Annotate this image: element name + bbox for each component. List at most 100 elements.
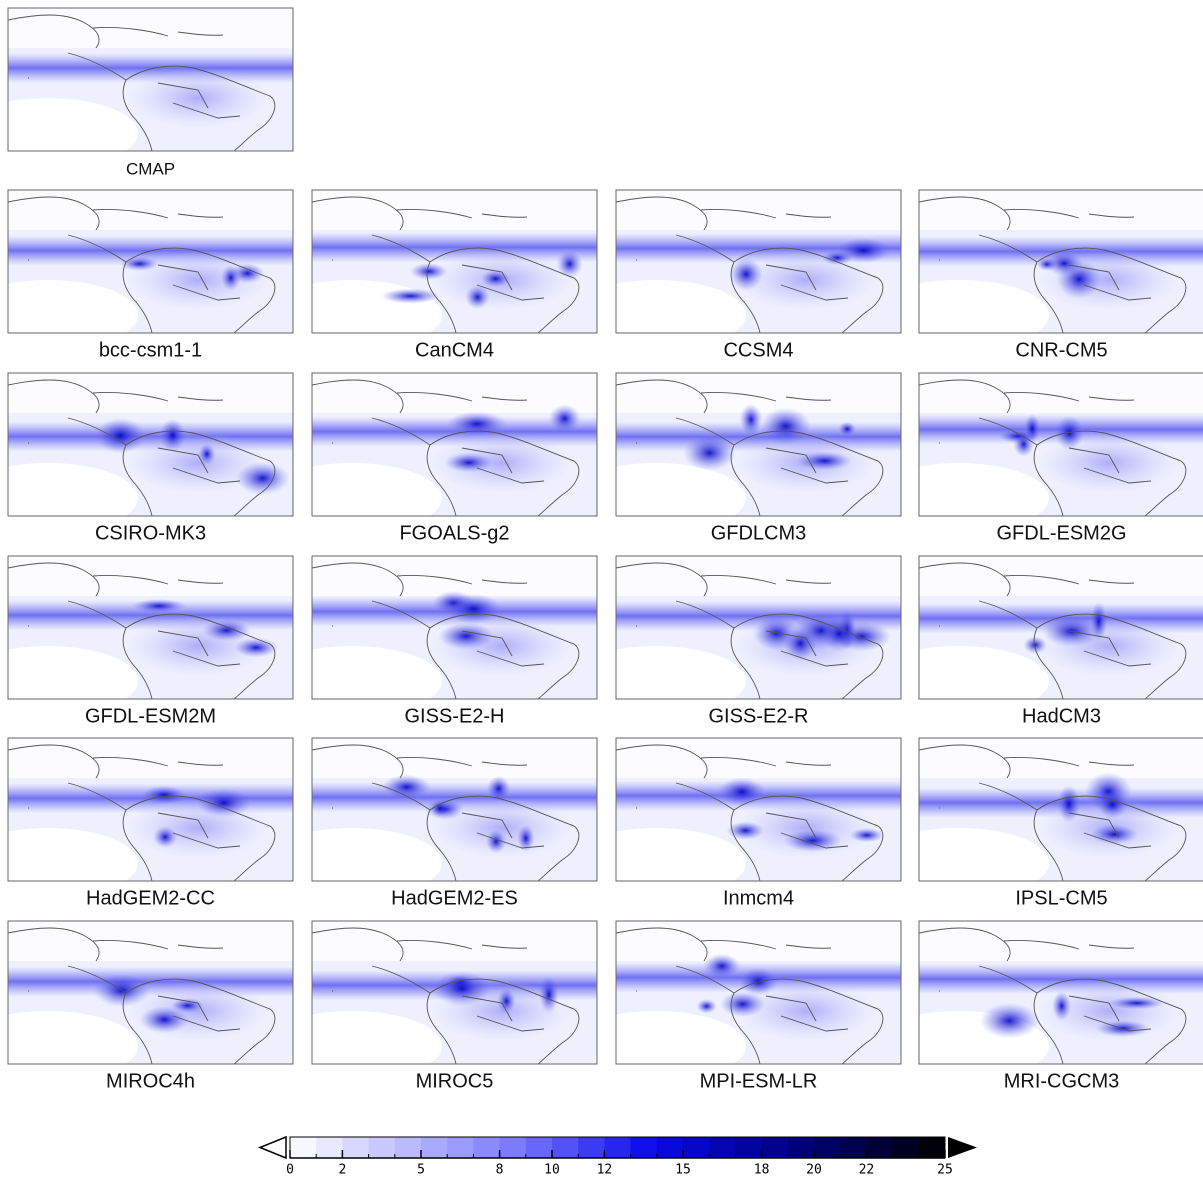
rain-maximum <box>382 774 431 800</box>
rain-area <box>736 981 876 1041</box>
dry-region <box>919 463 1049 516</box>
colorbar-segment <box>552 1137 579 1158</box>
panel-label: HadCM3 <box>1022 705 1101 727</box>
rain-maximum <box>517 824 535 852</box>
rain-maximum <box>497 988 516 1014</box>
map-panel: HadGEM2-CC <box>7 737 294 909</box>
coastline <box>919 562 1187 699</box>
map-content <box>8 556 293 699</box>
coastline <box>8 14 276 151</box>
colorbar-tick-label: 25 <box>937 1163 953 1178</box>
coastline <box>919 927 1187 1064</box>
map-frame <box>311 189 598 334</box>
colorbar-segment <box>447 1137 474 1158</box>
rain-maximum <box>481 270 510 288</box>
dry-region <box>8 463 138 516</box>
colorbar-tick-label: 20 <box>806 1163 822 1178</box>
rain-area <box>736 250 876 310</box>
map-frame <box>311 920 598 1065</box>
rain-maximum <box>465 285 490 309</box>
colorbar-segment <box>918 1137 946 1158</box>
dry-region <box>8 98 138 151</box>
panel-label: HadGEM2-ES <box>391 887 518 909</box>
colorbar-segment <box>604 1137 632 1158</box>
colorbar-tick-label: 18 <box>754 1163 770 1178</box>
colorbar-tick-label: 8 <box>496 1163 504 1178</box>
map-content <box>616 190 901 333</box>
dry-region <box>616 1011 746 1064</box>
rain-area <box>432 798 572 858</box>
rain-maximum <box>739 403 763 436</box>
map-frame <box>918 737 1203 882</box>
dry-region <box>8 280 138 333</box>
map-frame <box>7 372 294 517</box>
map-panel: Inmcm4 <box>615 737 902 909</box>
rain-maximum <box>1097 790 1128 819</box>
dry-region <box>616 921 901 961</box>
map-content <box>616 738 901 881</box>
map-panel: MRI-CGCM3 <box>918 920 1203 1092</box>
rain-maximum <box>410 262 448 280</box>
rain-maximum <box>432 971 492 1006</box>
colorbar-segment <box>814 1137 841 1158</box>
dry-region <box>616 828 746 881</box>
rain-maximum <box>548 404 581 433</box>
colorbar-segment <box>316 1137 343 1158</box>
map-content <box>919 921 1203 1064</box>
colorbar-segment <box>525 1137 553 1158</box>
dry-region <box>312 373 597 413</box>
rain-maximum <box>836 237 891 264</box>
map-panel: HadCM3 <box>918 555 1203 727</box>
rain-maximum <box>783 626 817 660</box>
map-panel: HadGEM2-ES <box>311 737 598 909</box>
dry-region <box>8 190 293 230</box>
panel-label: GFDLCM3 <box>711 522 807 544</box>
map-panel: MIROC5 <box>311 920 598 1092</box>
map-panel: CMAP <box>7 7 294 178</box>
colorbar-tick-label: 0 <box>286 1163 294 1178</box>
panel-label: bcc-csm1-1 <box>99 339 202 361</box>
panel-label: GISS-E2-H <box>404 705 504 727</box>
map-panel: CSIRO-MK3 <box>7 372 294 544</box>
colorbar-tick-label: 15 <box>675 1163 691 1178</box>
colorbar-segment <box>840 1137 867 1158</box>
panel-label: GFDL-ESM2M <box>85 705 216 727</box>
rain-maximum <box>838 421 857 437</box>
dry-region <box>8 921 293 961</box>
rain-maximum <box>195 788 252 818</box>
map-frame <box>7 555 294 700</box>
coastline <box>8 379 276 516</box>
map-panel: MIROC4h <box>7 920 294 1092</box>
map-frame <box>7 737 294 882</box>
panel-label: GISS-E2-R <box>708 705 808 727</box>
rain-maximum <box>783 829 842 852</box>
map-frame <box>918 372 1203 517</box>
dry-region <box>919 190 1203 230</box>
dry-region <box>616 463 746 516</box>
rain-maximum <box>95 417 146 454</box>
rain-maximum <box>234 637 279 658</box>
rain-area <box>128 250 268 310</box>
map-panel: IPSL-CM5 <box>918 737 1203 909</box>
panel-label: HadGEM2-CC <box>86 887 215 909</box>
colorbar-tick-label: 10 <box>544 1163 560 1178</box>
rain-maximum <box>202 619 251 642</box>
panel-label: CSIRO-MK3 <box>95 522 206 544</box>
colorbar-segment <box>761 1137 789 1158</box>
coastline <box>312 927 580 1064</box>
coastline <box>312 562 580 699</box>
map-frame <box>7 920 294 1065</box>
dry-region <box>616 738 901 778</box>
rain-maximum <box>717 777 766 806</box>
colorbar-segment <box>290 1137 317 1158</box>
rain-area <box>128 68 268 128</box>
rain-maximum <box>444 452 494 473</box>
map-content <box>8 190 293 333</box>
rain-maximum <box>1013 431 1035 457</box>
coastline <box>312 196 580 333</box>
colorbar-tick-label: 2 <box>338 1163 346 1178</box>
map-frame <box>615 737 902 882</box>
map-content <box>312 556 597 699</box>
colorbar-under-arrow <box>257 1135 287 1160</box>
colorbar-segment <box>578 1137 605 1158</box>
